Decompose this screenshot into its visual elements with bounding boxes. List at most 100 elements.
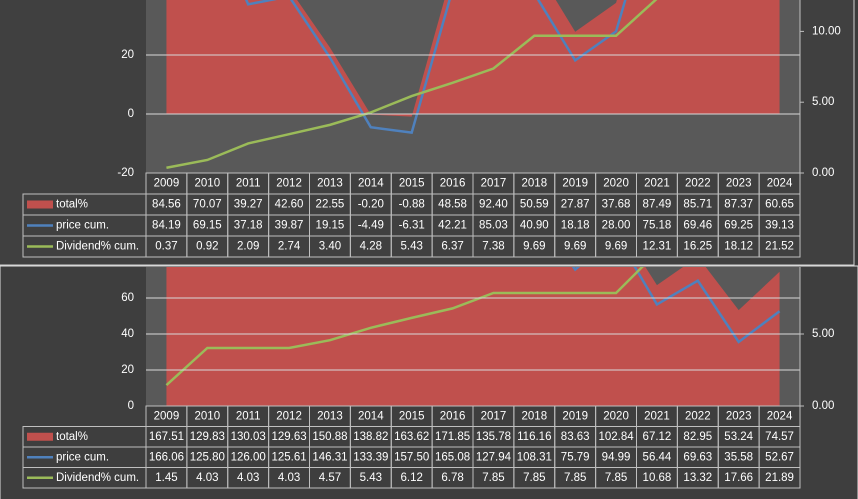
table-value: 130.03: [231, 431, 266, 443]
table-value: 7.85: [605, 472, 627, 484]
x-tick-label: 2017: [481, 178, 507, 190]
table-cell: [758, 467, 801, 489]
x-tick-label: 2010: [195, 178, 221, 190]
table-value: 85.03: [479, 220, 508, 232]
table-value: 60.65: [765, 199, 794, 211]
table-value: 39.13: [765, 220, 794, 232]
table-value: 39.87: [275, 220, 304, 232]
table-value: 7.85: [523, 472, 545, 484]
table-value: 7.85: [564, 472, 586, 484]
table-value: 10.68: [643, 472, 672, 484]
y-tick-label: -20: [117, 167, 134, 179]
table-value: 69.63: [683, 451, 712, 463]
table-value: 2.74: [278, 241, 301, 253]
table-value: 165.08: [435, 451, 470, 463]
x-tick-label: 2017: [481, 410, 507, 422]
table-value: 5.43: [360, 472, 382, 484]
x-tick-label: 2011: [236, 178, 261, 190]
table-value: 4.57: [319, 472, 341, 484]
table-value: 166.06: [149, 451, 184, 463]
table-value: 82.95: [683, 431, 712, 443]
y-tick-label: 0: [128, 400, 134, 412]
table-value: 4.03: [278, 472, 300, 484]
table-value: 70.07: [193, 199, 222, 211]
table-value: 92.40: [479, 199, 508, 211]
table-value: 40.90: [520, 220, 549, 232]
table-value: 6.78: [441, 472, 463, 484]
line: [166, 0, 658, 169]
table-value: 27.87: [561, 199, 590, 211]
y-tick-label: 20: [121, 49, 134, 61]
table-value: -0.20: [358, 199, 384, 211]
table-value: 48.58: [438, 199, 467, 211]
x-tick-label: 2015: [399, 410, 425, 422]
x-tick-label: 2016: [440, 178, 466, 190]
x-tick-label: 2024: [767, 178, 793, 190]
y-tick-label: 40: [121, 328, 134, 340]
x-tick-label: 2015: [399, 178, 425, 190]
table-value: 85.71: [683, 199, 712, 211]
table-value: 18.12: [724, 241, 753, 253]
table-value: 87.49: [643, 199, 672, 211]
table-value: 157.50: [394, 451, 429, 463]
y-tick-label: 60: [121, 292, 134, 304]
table-value: 4.28: [360, 241, 382, 253]
legend-label: price cum.: [56, 451, 109, 463]
table-value: 52.67: [765, 451, 794, 463]
table-value: 35.58: [724, 451, 753, 463]
table-value: 116.16: [517, 431, 551, 443]
table-value: 108.31: [517, 451, 552, 463]
table-value: -0.88: [399, 199, 425, 211]
plot-series: [166, 0, 780, 169]
x-tick-label: 2019: [562, 410, 588, 422]
legend-label: price cum.: [56, 220, 109, 232]
table-value: 126.00: [231, 451, 266, 463]
table-value: 171.85: [435, 431, 470, 443]
table-value: 9.69: [605, 241, 627, 253]
table-value: 53.24: [724, 431, 753, 443]
table-value: 56.44: [643, 451, 672, 463]
y-tick-label: 20: [121, 364, 134, 376]
table-value: 69.46: [683, 220, 712, 232]
x-tick-label: 2022: [685, 410, 711, 422]
y2-tick-label: 5.00: [812, 328, 834, 340]
table-value: 4.03: [196, 472, 218, 484]
table-value: 129.83: [190, 431, 225, 443]
legend-label: Dividend% cum.: [56, 241, 139, 253]
table-value: 75.18: [643, 220, 672, 232]
table-value: 163.62: [394, 431, 429, 443]
plot-series: [165, 267, 781, 406]
x-tick-label: 2014: [358, 178, 384, 190]
table-value: 167.51: [149, 431, 184, 443]
table-value: 3.40: [319, 241, 341, 253]
table-value: 102.84: [598, 431, 634, 443]
area: [166, 0, 780, 117]
table-value: 50.59: [520, 199, 549, 211]
table-value: -4.49: [358, 220, 384, 232]
x-tick-label: 2021: [644, 178, 670, 190]
table-value: 1.45: [155, 472, 177, 484]
table-value: 7.38: [482, 241, 504, 253]
table-value: 135.78: [476, 431, 511, 443]
x-tick-label: 2023: [726, 410, 752, 422]
table-value: 39.27: [234, 199, 263, 211]
table-value: 9.69: [523, 241, 545, 253]
table-value: 37.68: [602, 199, 631, 211]
area: [166, 267, 780, 406]
x-tick-label: 2021: [644, 410, 670, 422]
table-value: 5.43: [400, 241, 422, 253]
table-value: 0.92: [196, 241, 218, 253]
table-value: 6.12: [400, 472, 422, 484]
x-tick-label: 2018: [522, 178, 548, 190]
x-tick-label: 2009: [154, 410, 180, 422]
table-value: 19.15: [316, 220, 345, 232]
legend-key: [27, 432, 53, 441]
table-value: 42.60: [275, 199, 304, 211]
table-value: 67.12: [643, 431, 672, 443]
table-value: 127.94: [476, 451, 512, 463]
table-value: 84.56: [152, 199, 181, 211]
legend-key: [27, 200, 53, 209]
table-value: 83.63: [561, 431, 590, 443]
